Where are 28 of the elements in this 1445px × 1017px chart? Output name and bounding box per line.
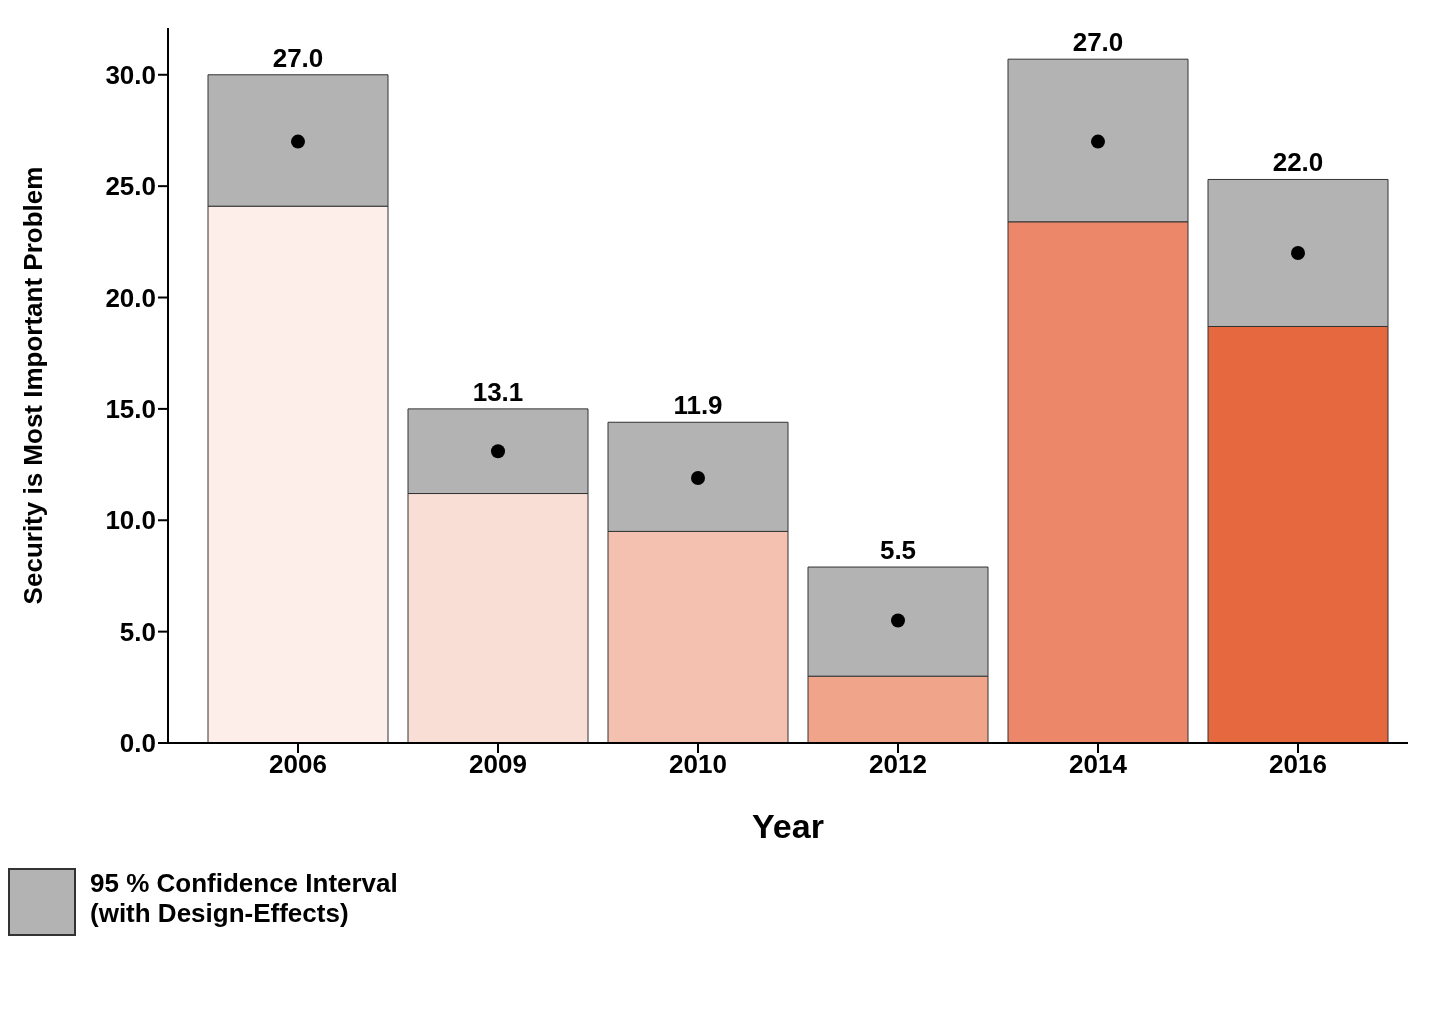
data-label: 13.1 bbox=[472, 376, 524, 407]
data-label: 27.0 bbox=[1072, 27, 1124, 58]
y-tick-label: 20.0 bbox=[105, 282, 156, 313]
x-tick-label: 2016 bbox=[1269, 749, 1327, 780]
x-tick-label: 2009 bbox=[469, 749, 527, 780]
data-label: 11.9 bbox=[673, 390, 723, 421]
y-tick-label: 15.0 bbox=[105, 394, 156, 425]
x-tick-label: 2012 bbox=[869, 749, 927, 780]
y-tick-label: 25.0 bbox=[105, 171, 156, 202]
x-tick-label: 2006 bbox=[269, 749, 327, 780]
text: 95 % Confidence Interval (with Design-Effects) bbox=[90, 868, 399, 928]
y-axis-title: Security is Most Important Problem bbox=[18, 166, 49, 605]
point bbox=[891, 613, 905, 628]
x-axis-title: Year bbox=[752, 807, 824, 845]
point bbox=[691, 470, 705, 485]
data-label: 22.0 bbox=[1272, 147, 1324, 178]
y-tick-label: 30.0 bbox=[105, 60, 156, 91]
point bbox=[1091, 134, 1105, 149]
y-tick-label: 5.0 bbox=[119, 616, 156, 647]
x-tick-label: 2010 bbox=[669, 749, 727, 780]
x-tick-label: 2014 bbox=[1069, 749, 1128, 780]
data-label: 5.5 bbox=[879, 535, 917, 566]
data-label: 27.0 bbox=[272, 42, 324, 73]
y-tick-label: 10.0 bbox=[105, 505, 156, 536]
point bbox=[1291, 245, 1305, 260]
point bbox=[491, 444, 505, 459]
point bbox=[291, 134, 305, 149]
y-tick-label: 0.0 bbox=[119, 728, 156, 759]
